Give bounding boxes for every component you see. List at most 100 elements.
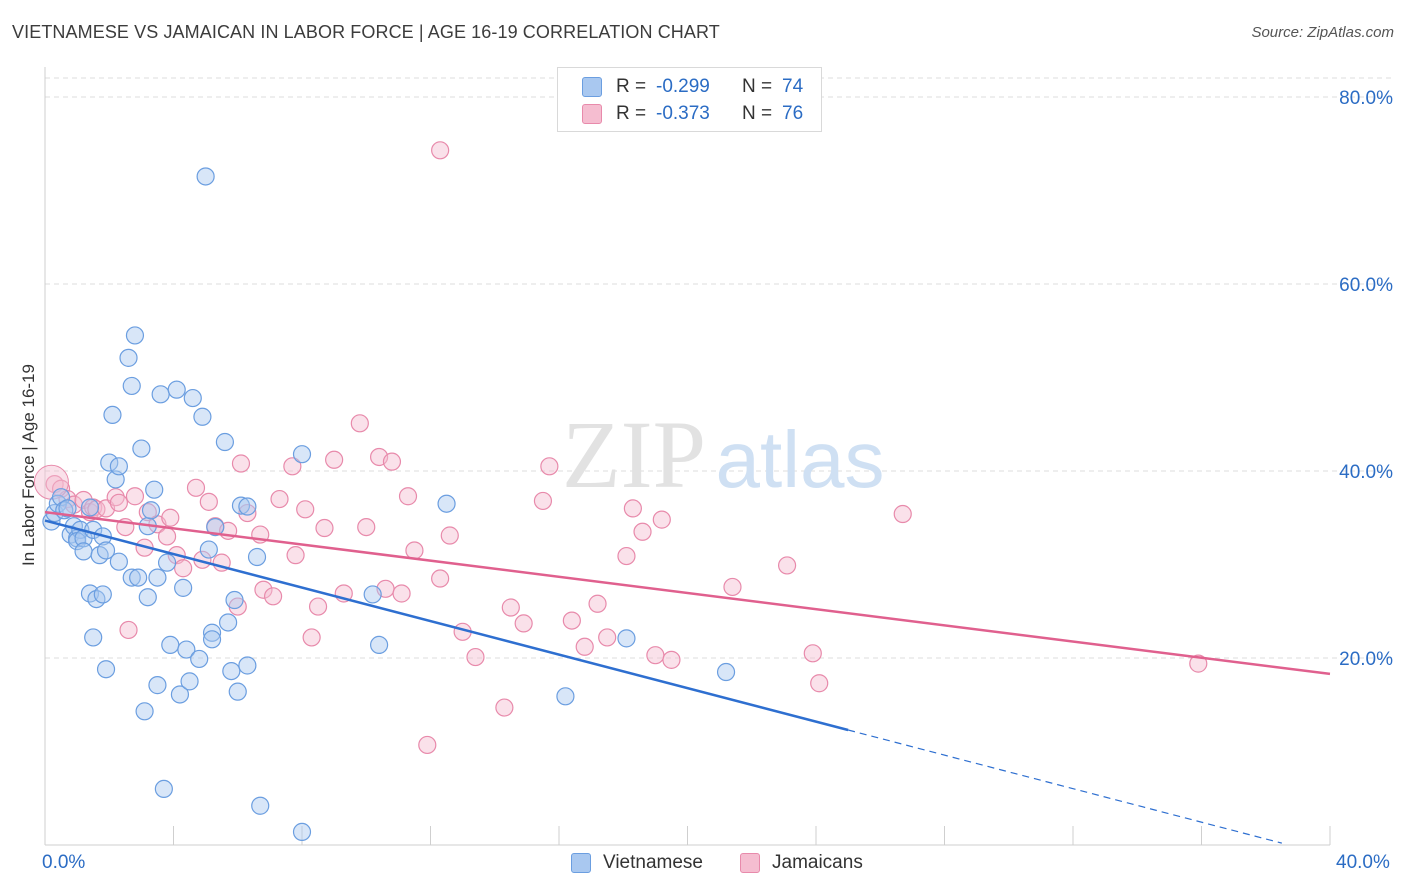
vietnamese-point <box>225 590 244 610</box>
axes <box>44 67 1331 846</box>
legend-swatch-blue <box>582 77 602 97</box>
vietnamese-trend-line <box>44 519 849 732</box>
y-tick-label: 40.0% <box>1339 462 1393 483</box>
source-label: Source: ZipAtlas.com <box>1251 24 1394 41</box>
y-axis-label: In Labor Force | Age 16-19 <box>19 364 38 566</box>
correlation-legend: R = -0.299 N = 74 R = -0.373 N = 76 <box>557 67 822 132</box>
legend-item-jamaicans: Jamaicans <box>740 852 863 874</box>
vietnamese-point <box>138 588 157 607</box>
vietnamese-point <box>437 494 456 513</box>
jamaicans-point <box>157 527 177 546</box>
watermark-atlas: atlas <box>716 415 885 504</box>
jamaicans-point <box>119 620 138 640</box>
series-legend: Vietnamese Jamaicans <box>0 852 1406 878</box>
vietnamese-point <box>125 326 145 345</box>
y-tick-label: 80.0% <box>1339 88 1393 109</box>
vietnamese-point <box>154 779 173 799</box>
vietnamese-point <box>170 685 190 704</box>
vietnamese-point <box>93 585 112 604</box>
jamaicans-point <box>803 644 822 663</box>
jamaicans-point <box>533 491 553 511</box>
y-tick-label: 60.0% <box>1339 275 1393 296</box>
n-label: N = <box>742 76 773 97</box>
jamaicans-point <box>777 556 797 575</box>
n-value: 74 <box>782 76 804 97</box>
jamaicans-point <box>308 597 328 616</box>
vietnamese-point <box>174 578 193 597</box>
vietnamese-point <box>177 640 196 659</box>
vietnamese-point <box>103 405 122 424</box>
vietnamese-point <box>228 682 247 701</box>
jamaicans-point <box>646 646 665 665</box>
jamaicans-point <box>238 503 257 523</box>
vietnamese-point <box>100 453 119 472</box>
vietnamese-point <box>157 553 177 572</box>
vietnamese-point <box>145 480 164 499</box>
jamaicans-point <box>161 508 180 527</box>
y-tick-label: 20.0% <box>1339 649 1393 670</box>
vietnamese-point <box>84 628 103 647</box>
jamaicans-points <box>33 141 1208 755</box>
vietnamese-point <box>199 540 218 559</box>
vietnamese-point <box>222 661 241 681</box>
jamaicans-point <box>662 650 681 669</box>
legend-row-vietnamese: R = -0.299 N = 74 <box>582 74 803 100</box>
vietnamese-point <box>148 568 167 587</box>
jamaicans-point <box>623 499 642 518</box>
vietnamese-point <box>292 822 312 842</box>
vietnamese-point <box>148 676 167 695</box>
jamaicans-point <box>405 541 424 560</box>
jamaicans-point <box>125 487 145 506</box>
vietnamese-point <box>251 796 270 815</box>
jamaicans-point <box>398 487 418 506</box>
jamaicans-point <box>723 577 742 597</box>
vietnamese-point <box>370 635 389 655</box>
vietnamese-point <box>74 542 93 561</box>
vietnamese-point <box>219 613 238 632</box>
jamaicans-point <box>109 493 128 512</box>
vietnamese-point <box>109 552 128 571</box>
jamaicans-point <box>893 504 912 524</box>
legend-label: Jamaicans <box>772 852 863 873</box>
jamaicans-point-cluster <box>33 464 69 500</box>
vietnamese-point <box>363 585 382 604</box>
vietnamese-point <box>196 167 215 186</box>
vietnamese-point <box>292 445 312 464</box>
legend-label: Vietnamese <box>603 852 703 873</box>
grid-lines <box>45 77 1393 659</box>
vietnamese-point <box>193 407 212 426</box>
vietnamese-point <box>617 629 636 648</box>
r-value: -0.373 <box>656 103 710 124</box>
jamaicans-point <box>296 500 315 519</box>
n-label: N = <box>742 103 773 124</box>
trend-lines <box>44 510 1331 844</box>
jamaicans-point <box>501 598 520 617</box>
vietnamese-point <box>122 376 141 396</box>
vietnamese-point <box>119 348 138 367</box>
vietnamese-point <box>80 498 100 517</box>
vietnamese-point <box>109 457 128 476</box>
jamaicans-point <box>440 526 459 545</box>
r-label: R = <box>616 76 647 97</box>
legend-item-vietnamese: Vietnamese <box>571 852 703 874</box>
jamaicans-point <box>138 503 157 522</box>
n-value: 76 <box>782 103 804 124</box>
jamaicans-point <box>617 546 636 566</box>
vietnamese-point <box>247 547 267 567</box>
r-value: -0.299 <box>656 76 710 97</box>
vietnamese-point <box>96 660 116 679</box>
jamaicans-point <box>357 517 376 537</box>
watermark: ZIP atlas <box>562 401 884 508</box>
jamaicans-point <box>382 452 402 471</box>
watermark-zip: ZIP <box>562 401 706 508</box>
vietnamese-point <box>215 432 234 452</box>
jamaicans-point <box>315 518 334 538</box>
jamaicans-point <box>431 569 450 588</box>
jamaicans-point <box>270 489 289 509</box>
jamaicans-point <box>495 698 514 717</box>
vietnamese-point <box>122 568 141 587</box>
vietnamese-point <box>161 635 180 655</box>
vietnamese-point <box>202 630 222 649</box>
vietnamese-point <box>141 501 161 520</box>
